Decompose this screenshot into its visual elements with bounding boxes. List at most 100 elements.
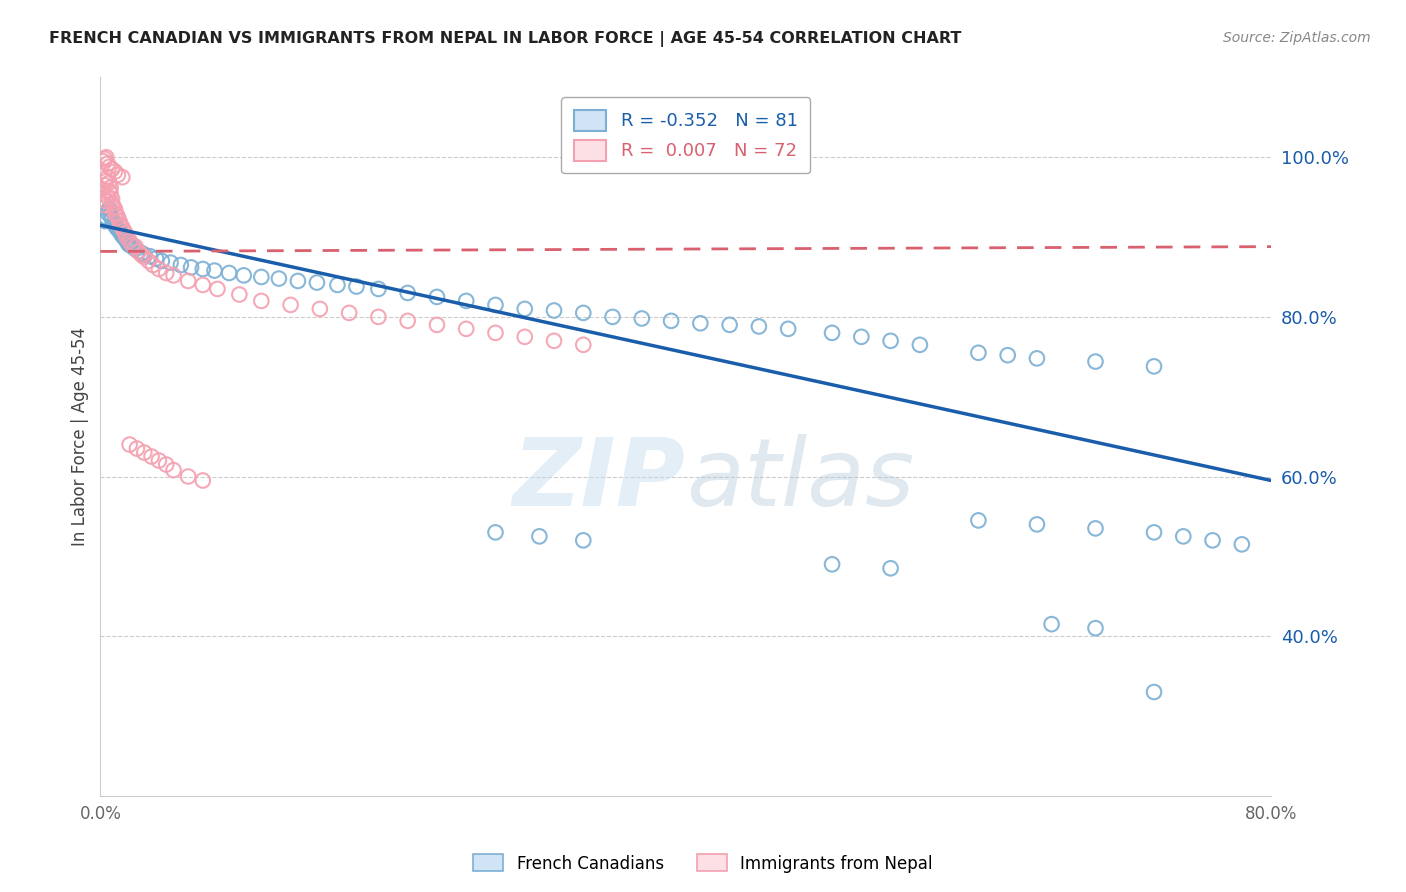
Point	[124, 240, 146, 254]
Point	[98, 184, 121, 198]
Point	[108, 214, 131, 228]
Point	[529, 529, 551, 543]
Point	[121, 238, 143, 252]
Point	[100, 186, 122, 201]
Point	[105, 220, 128, 235]
Point	[134, 250, 156, 264]
Point	[103, 216, 125, 230]
Legend: French Canadians, Immigrants from Nepal: French Canadians, Immigrants from Nepal	[467, 847, 939, 880]
Point	[97, 206, 120, 220]
Point	[159, 255, 181, 269]
Point	[100, 180, 122, 194]
Point	[1026, 351, 1049, 366]
Point	[177, 274, 200, 288]
Point	[1084, 354, 1107, 368]
Point	[139, 249, 162, 263]
Point	[309, 301, 332, 316]
Point	[228, 287, 250, 301]
Point	[908, 338, 931, 352]
Point	[107, 222, 129, 236]
Point	[112, 224, 135, 238]
Point	[101, 212, 124, 227]
Point	[98, 202, 121, 216]
Point	[134, 247, 156, 261]
Point	[326, 277, 349, 292]
Point	[111, 170, 134, 185]
Point	[118, 437, 141, 451]
Point	[141, 450, 163, 464]
Point	[111, 228, 134, 243]
Point	[118, 234, 141, 248]
Point	[207, 282, 229, 296]
Point	[204, 263, 226, 277]
Point	[513, 301, 536, 316]
Point	[170, 258, 193, 272]
Point	[346, 279, 368, 293]
Point	[180, 260, 202, 275]
Point	[967, 346, 990, 360]
Point	[125, 442, 148, 456]
Point	[191, 262, 214, 277]
Point	[104, 218, 127, 232]
Point	[1040, 617, 1063, 632]
Point	[114, 232, 136, 246]
Point	[851, 330, 873, 344]
Text: FRENCH CANADIAN VS IMMIGRANTS FROM NEPAL IN LABOR FORCE | AGE 45-54 CORRELATION : FRENCH CANADIAN VS IMMIGRANTS FROM NEPAL…	[49, 31, 962, 47]
Point	[104, 202, 127, 216]
Point	[337, 306, 360, 320]
Point	[127, 244, 149, 259]
Y-axis label: In Labor Force | Age 45-54: In Labor Force | Age 45-54	[72, 327, 89, 546]
Point	[367, 282, 389, 296]
Point	[96, 194, 118, 209]
Point	[572, 306, 595, 320]
Point	[748, 319, 770, 334]
Point	[250, 293, 273, 308]
Point	[155, 266, 177, 280]
Point	[101, 196, 124, 211]
Point	[513, 330, 536, 344]
Point	[967, 513, 990, 527]
Point	[114, 226, 136, 240]
Point	[484, 326, 506, 340]
Point	[131, 246, 153, 260]
Point	[98, 160, 121, 174]
Point	[91, 154, 114, 169]
Point	[250, 270, 273, 285]
Text: ZIP: ZIP	[513, 434, 686, 525]
Point	[232, 268, 254, 283]
Point	[90, 182, 112, 196]
Point	[456, 322, 478, 336]
Point	[177, 469, 200, 483]
Point	[117, 236, 139, 251]
Text: Source: ZipAtlas.com: Source: ZipAtlas.com	[1223, 31, 1371, 45]
Point	[111, 220, 134, 235]
Point	[101, 192, 124, 206]
Point	[93, 152, 115, 166]
Point	[396, 285, 419, 300]
Point	[1143, 525, 1166, 540]
Point	[879, 334, 901, 348]
Point	[96, 210, 118, 224]
Point	[100, 208, 122, 222]
Point	[821, 558, 844, 572]
Point	[162, 268, 184, 283]
Point	[138, 254, 160, 268]
Point	[426, 290, 449, 304]
Point	[115, 234, 138, 248]
Point	[543, 303, 565, 318]
Point	[1230, 537, 1253, 551]
Point	[1173, 529, 1195, 543]
Point	[112, 230, 135, 244]
Point	[1084, 621, 1107, 635]
Point	[396, 314, 419, 328]
Point	[997, 348, 1019, 362]
Point	[367, 310, 389, 324]
Point	[110, 226, 132, 240]
Point	[101, 162, 124, 177]
Point	[879, 561, 901, 575]
Point	[105, 208, 128, 222]
Point	[821, 326, 844, 340]
Legend: R = -0.352   N = 81, R =  0.007   N = 72: R = -0.352 N = 81, R = 0.007 N = 72	[561, 97, 810, 173]
Point	[91, 186, 114, 201]
Point	[1143, 359, 1166, 374]
